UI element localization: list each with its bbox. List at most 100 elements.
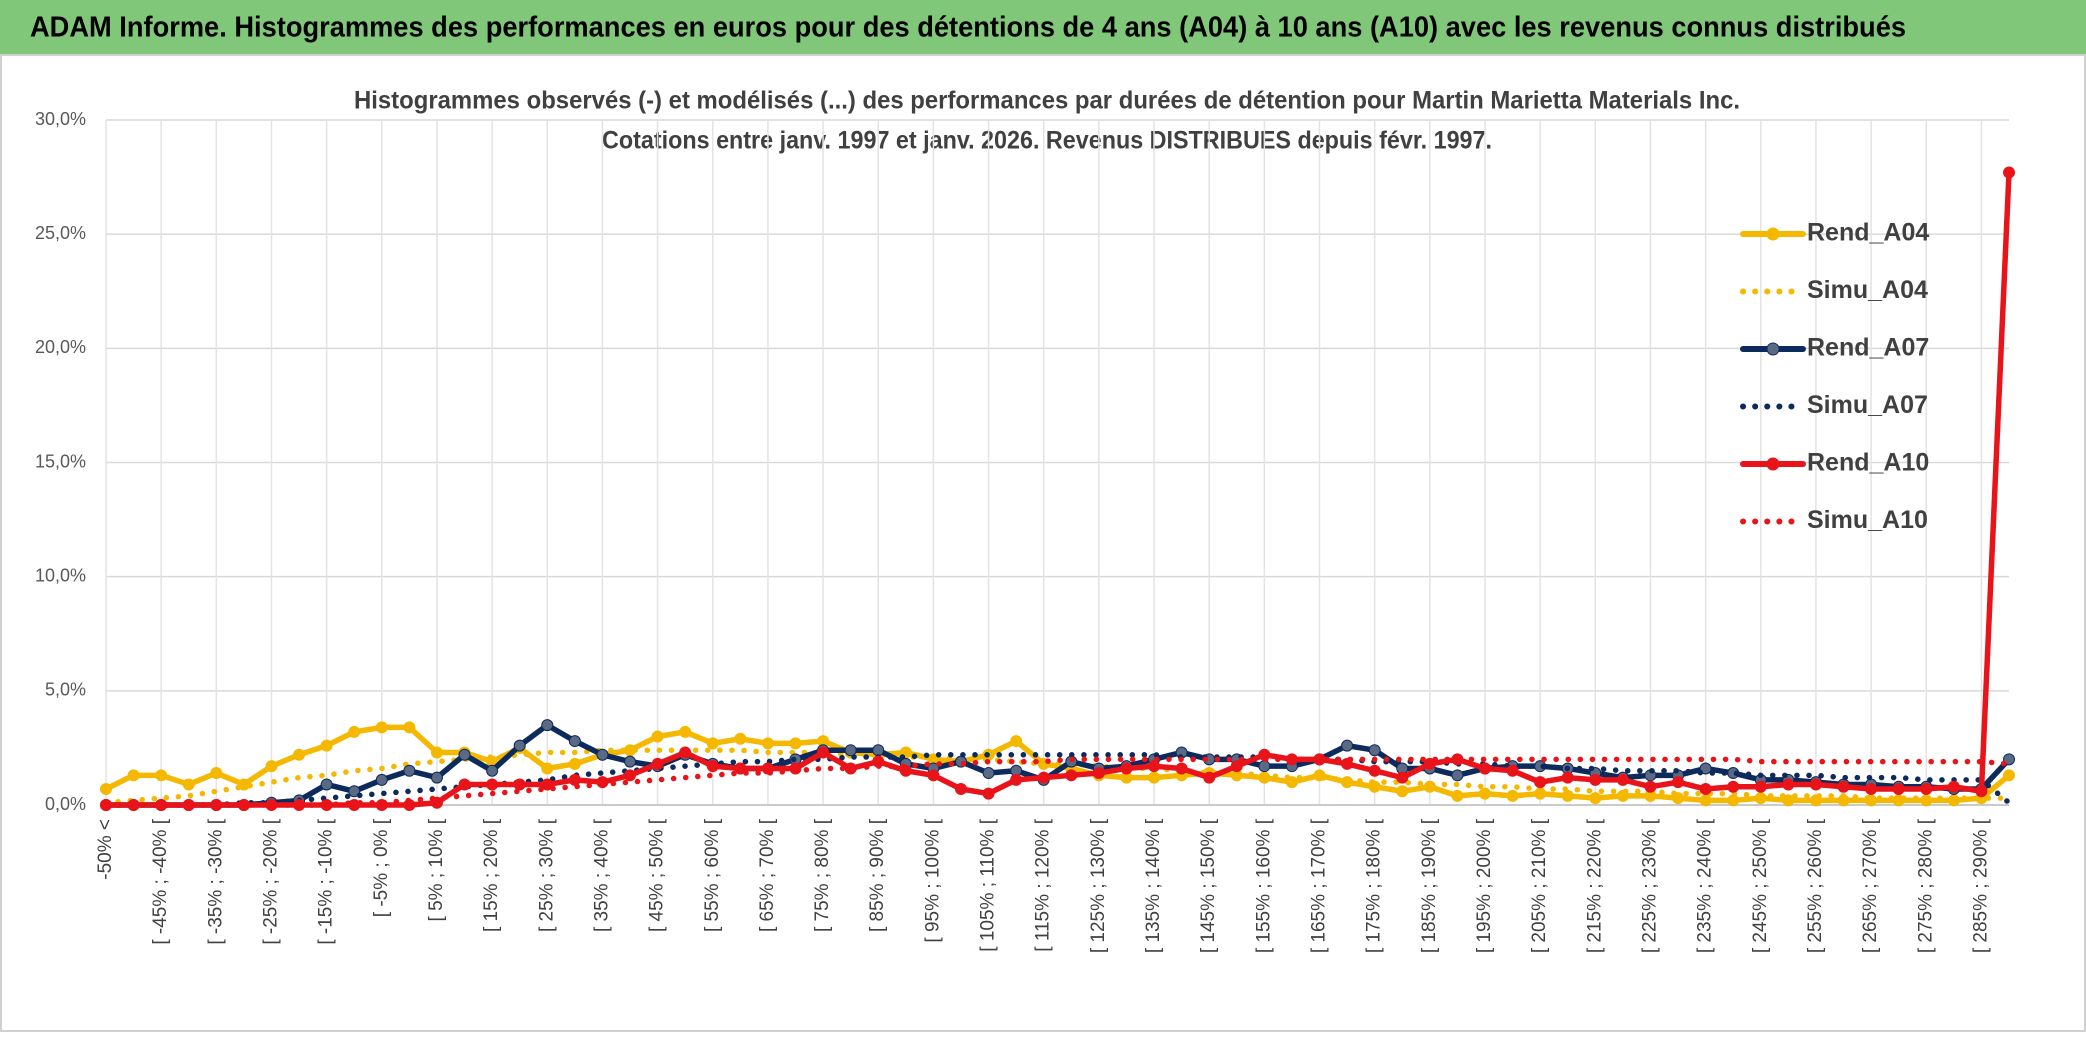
x-tick-label: [ 175% ; 180% [ xyxy=(1364,818,1385,953)
point xyxy=(375,773,388,786)
point xyxy=(706,737,719,750)
point xyxy=(1727,794,1740,807)
point xyxy=(486,764,499,777)
x-tick-label: [ 85% ; 90% [ xyxy=(867,818,888,932)
x-tick-label: [ 75% ; 80% [ xyxy=(812,818,833,932)
point xyxy=(513,778,526,791)
point xyxy=(1920,783,1933,796)
legend-marker xyxy=(1766,227,1780,241)
y-tick-label: 10,0% xyxy=(35,565,86,585)
x-tick-label: [ 185% ; 190% [ xyxy=(1419,818,1440,953)
header-title: ADAM Informe. Histogrammes des performan… xyxy=(30,12,1906,44)
point xyxy=(210,767,223,780)
point xyxy=(541,778,554,791)
x-tick-label: [ 55% ; 60% [ xyxy=(702,818,723,932)
x-tick-label: [ 25% ; 30% [ xyxy=(536,818,557,932)
point xyxy=(624,769,637,782)
point xyxy=(734,732,747,745)
legend-marker xyxy=(1766,342,1780,356)
point xyxy=(734,762,747,775)
point xyxy=(624,755,637,768)
line xyxy=(103,169,2012,808)
x-tick-label: [ 205% ; 210% [ xyxy=(1529,818,1550,953)
point xyxy=(430,746,443,759)
point xyxy=(954,783,967,796)
point xyxy=(1065,769,1078,782)
point xyxy=(265,760,278,773)
legend-marker xyxy=(1766,457,1780,471)
point xyxy=(1865,783,1878,796)
x-tick-label: [ 105% ; 110% [ xyxy=(978,818,999,951)
point xyxy=(293,748,306,761)
point xyxy=(541,762,554,775)
point xyxy=(458,748,471,761)
point xyxy=(1534,776,1547,789)
point xyxy=(1589,792,1602,805)
x-tick-label: -50% < xyxy=(95,819,116,880)
series-group xyxy=(103,752,2012,808)
point xyxy=(568,735,581,748)
point xyxy=(1120,762,1133,775)
point xyxy=(1506,789,1519,802)
point xyxy=(872,744,885,757)
y-tick-label: 5,0% xyxy=(45,680,86,700)
x-tick-label: [ 35% ; 40% [ xyxy=(591,818,612,932)
point xyxy=(1175,762,1188,775)
legend-label: Simu_A07 xyxy=(1807,391,1928,419)
point xyxy=(430,771,443,784)
y-tick-label: 30,0% xyxy=(35,109,86,129)
point xyxy=(596,748,609,761)
x-tick-label: [ 285% ; 290% [ xyxy=(1970,818,1991,953)
point xyxy=(1396,785,1409,798)
point xyxy=(706,760,719,773)
point xyxy=(513,739,526,752)
point xyxy=(1561,771,1574,784)
point xyxy=(1837,780,1850,793)
point xyxy=(1451,789,1464,802)
chart-subtitle: Cotations entre janv. 1997 et janv. 2026… xyxy=(602,127,1492,155)
point xyxy=(651,757,664,770)
point xyxy=(1754,780,1767,793)
x-tick-label: [ 95% ; 100% [ xyxy=(922,818,943,942)
point xyxy=(1947,780,1960,793)
point xyxy=(2003,166,2015,179)
point xyxy=(1975,785,1988,798)
point xyxy=(1230,760,1243,773)
point xyxy=(2003,769,2015,782)
point xyxy=(982,787,995,800)
x-tick-label: [ 5% ; 10% [ xyxy=(426,818,447,921)
header-bar xyxy=(0,0,2086,54)
point xyxy=(127,769,140,782)
point xyxy=(982,767,995,780)
x-tick-label: [ 115% ; 120% [ xyxy=(1033,818,1054,951)
x-tick-label: [ 255% ; 260% [ xyxy=(1805,818,1826,953)
point xyxy=(679,746,692,759)
dotted-line xyxy=(103,756,2012,808)
x-tick-label: [ -35% ; -30% [ xyxy=(205,818,226,944)
point xyxy=(155,769,168,782)
series-group xyxy=(103,747,2012,806)
y-tick-label: 25,0% xyxy=(35,223,86,243)
series-group xyxy=(100,166,2015,811)
legend-label: Rend_A10 xyxy=(1807,449,1929,477)
point xyxy=(2003,753,2015,766)
chart-title: Histogrammes observés (-) et modélisés (… xyxy=(354,87,1740,115)
legend-label: Rend_A04 xyxy=(1807,219,1929,247)
point xyxy=(182,778,195,791)
point xyxy=(1782,778,1795,791)
series-group xyxy=(103,756,2012,808)
dotted-line xyxy=(103,747,2012,806)
point xyxy=(403,721,416,734)
point xyxy=(679,725,692,738)
x-tick-label: [ 245% ; 250% [ xyxy=(1750,818,1771,953)
point xyxy=(1699,762,1712,775)
point xyxy=(1341,739,1354,752)
point xyxy=(568,773,581,786)
x-tick-label: [ 215% ; 220% [ xyxy=(1584,818,1605,953)
point xyxy=(1451,769,1464,782)
x-tick-label: [ -25% ; -20% [ xyxy=(260,818,281,944)
point xyxy=(403,764,416,777)
point xyxy=(100,783,112,796)
